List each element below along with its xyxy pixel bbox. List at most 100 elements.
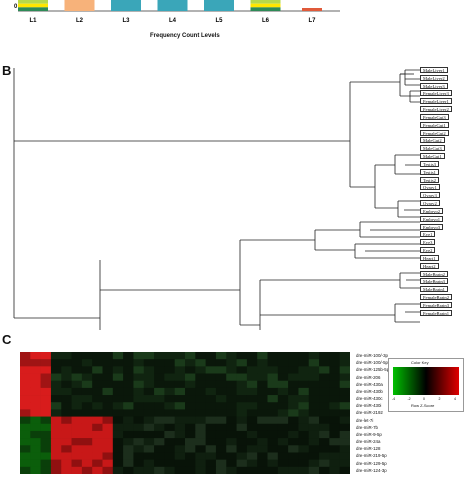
heatmap-cell [154, 359, 165, 367]
heatmap-cell [246, 452, 258, 460]
heatmap-cell [102, 366, 114, 374]
heatmap-cell [185, 359, 196, 367]
heatmap-cell [164, 459, 175, 468]
heatmap-cell [50, 409, 62, 417]
heatmap-cell [205, 395, 217, 403]
heatmap-cell [81, 352, 93, 360]
heatmap-cell [112, 452, 124, 460]
heatmap-cell [102, 402, 114, 410]
heatmap-cell [236, 366, 248, 374]
heatmap-cell [164, 373, 175, 382]
heatmap-cell [298, 409, 310, 417]
heatmap-cell [92, 452, 103, 460]
heatmap-cell [288, 423, 299, 432]
heatmap-cell [71, 395, 83, 403]
dendrogram-tree [13, 68, 420, 330]
heatmap-cell [164, 430, 175, 439]
heatmap-cell [308, 402, 320, 410]
heatmap-cell [133, 352, 145, 360]
heatmap-cell [30, 352, 41, 360]
heatmap-cell [50, 352, 62, 360]
gene-label: dre-miR-128 [356, 446, 381, 452]
heatmap-cell [246, 445, 258, 453]
heatmap-cell [257, 416, 268, 425]
heatmap-cell [92, 366, 103, 374]
heatmap-cell [50, 380, 62, 389]
heatmap-cell [164, 380, 175, 389]
dendrogram-leaf-label: Testis1 [420, 168, 439, 175]
heatmap-cell [339, 352, 351, 360]
heatmap-cell [81, 430, 93, 439]
heatmap-cell [308, 445, 320, 453]
heatmap-cell [143, 380, 155, 389]
heatmap-cell [226, 423, 237, 432]
heatmap-cell [288, 352, 299, 360]
heatmap-cell [215, 395, 227, 403]
heatmap-cell [277, 359, 289, 367]
heatmap-cell [154, 445, 165, 453]
heatmap-cell [40, 423, 52, 432]
heatmap-cell [277, 380, 289, 389]
heatmap-cell [267, 452, 279, 460]
heatmap-cell [133, 459, 145, 468]
heatmap-cell [185, 459, 196, 468]
heatmap-cell [236, 402, 248, 410]
heatmap-cell [277, 416, 289, 425]
heatmap-cell [102, 416, 114, 425]
heatmap-cell [329, 387, 340, 396]
heatmap-cell [236, 352, 248, 360]
heatmap-cell [329, 395, 340, 403]
heatmap-cell [92, 423, 103, 432]
heatmap-cell [298, 352, 310, 360]
heatmap-cell [30, 387, 41, 396]
heatmap-cell [20, 366, 31, 374]
heatmap-cell [30, 466, 41, 475]
heatmap-cell [81, 380, 93, 389]
heatmap-cell [267, 387, 279, 396]
heatmap-cell [174, 402, 186, 410]
heatmap-cell [30, 438, 41, 446]
heatmap-cell [246, 409, 258, 417]
heatmap-cell [20, 359, 31, 367]
heatmap-cell [298, 359, 310, 367]
heatmap-cell [20, 380, 31, 389]
heatmap-cell [71, 438, 83, 446]
heatmap-cell [267, 445, 279, 453]
heatmap-cell [112, 445, 124, 453]
panel-a: 0 L1 L2 L3 L4 L5 L6 L7 Frequency Count Levels [0, 0, 474, 58]
heatmap-cell [154, 459, 165, 468]
y-zero-label: 0 [14, 4, 18, 10]
heatmap-cell [185, 466, 196, 475]
heatmap-cell [133, 423, 145, 432]
heatmap-cell [288, 466, 299, 475]
heatmap-cell [20, 423, 31, 432]
heatmap-cell [267, 402, 279, 410]
heatmap-cell [123, 387, 134, 396]
heatmap-cell [226, 416, 237, 425]
heatmap-cell [112, 387, 124, 396]
heatmap-cell [308, 380, 320, 389]
heatmap-cell [329, 445, 340, 453]
heatmap-cell [226, 366, 237, 374]
heatmap-cell [205, 452, 217, 460]
heatmap-cell [257, 423, 268, 432]
level-label: L7 [308, 18, 316, 24]
heatmap-cell [174, 452, 186, 460]
heatmap-cell [215, 402, 227, 410]
heatmap-cell [298, 402, 310, 410]
heatmap-cell [40, 352, 52, 360]
level-label: L2 [76, 18, 84, 24]
heatmap-cell [123, 352, 134, 360]
heatmap-cell [20, 416, 31, 425]
heatmap-cell [236, 409, 248, 417]
heatmap-cell [102, 352, 114, 360]
dendrogram-leaf-label: FemaleLiver2 [420, 106, 452, 113]
heatmap-cell [298, 387, 310, 396]
heatmap-cell [154, 395, 165, 403]
panel-b-letter: B [2, 63, 12, 78]
level-label: L4 [169, 18, 177, 24]
heatmap-cell [298, 380, 310, 389]
heatmap-cell [143, 438, 155, 446]
heatmap-cell [30, 452, 41, 460]
heatmap-cell [174, 352, 186, 360]
